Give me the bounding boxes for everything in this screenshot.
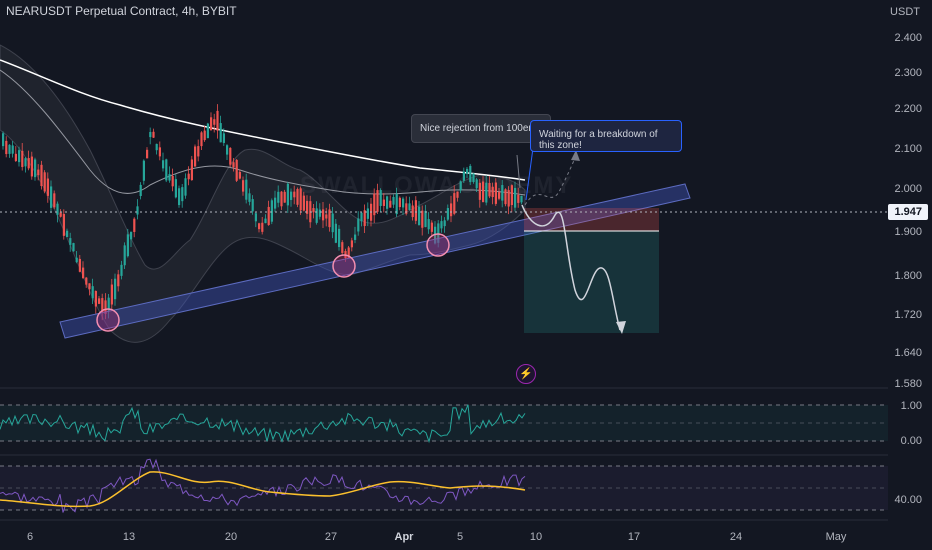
- time-tick: 10: [529, 531, 543, 543]
- price-tick: 2.100: [894, 143, 922, 155]
- rejection-note[interactable]: Nice rejection from 100ema: [411, 114, 552, 143]
- breakdown-note[interactable]: Waiting for a breakdown of this zone!: [530, 120, 682, 152]
- price-tick: 1.720: [894, 309, 922, 321]
- price-tick: 2.300: [894, 67, 922, 79]
- price-tick: 1.640: [894, 347, 922, 359]
- time-tick: 5: [456, 531, 464, 543]
- price-tick: 1.900: [894, 226, 922, 238]
- bollinger-band: [0, 44, 526, 343]
- oscillator-tick: 0.00: [900, 435, 922, 447]
- watermark: SWALLOWACADEMY: [300, 172, 574, 199]
- rsi-line: [0, 458, 526, 513]
- time-tick: 17: [627, 531, 641, 543]
- time-tick: 13: [122, 531, 136, 543]
- time-tick: 6: [26, 531, 34, 543]
- alt-projection-path: [524, 157, 576, 206]
- projection-path: [521, 204, 621, 331]
- touch-marker: [332, 254, 356, 278]
- rsi-tick: 40.00: [894, 494, 922, 506]
- axis-unit: USDT: [890, 6, 920, 18]
- current-price-tag: 1.947: [888, 204, 928, 220]
- touch-marker: [96, 308, 120, 332]
- price-tick: 1.580: [894, 378, 922, 390]
- candlesticks: [2, 104, 523, 321]
- time-tick: Apr: [394, 531, 414, 543]
- oscillator-line: [0, 404, 526, 444]
- price-tick: 1.800: [894, 270, 922, 282]
- price-tick: 2.400: [894, 32, 922, 44]
- touch-marker: [426, 233, 450, 257]
- stop-loss-zone[interactable]: [524, 208, 659, 231]
- time-tick: 27: [324, 531, 338, 543]
- time-tick: 20: [224, 531, 238, 543]
- rsi-ma-line: [0, 471, 526, 508]
- ema-100-line: [0, 59, 526, 181]
- time-tick: May: [825, 531, 847, 543]
- lightning-icon[interactable]: ⚡: [516, 364, 536, 384]
- chart-title: NEARUSDT Perpetual Contract, 4h, BYBIT: [6, 4, 237, 18]
- price-tick: 2.000: [894, 183, 922, 195]
- price-tick: 2.200: [894, 103, 922, 115]
- time-tick: 24: [729, 531, 743, 543]
- oscillator-tick: 1.00: [900, 400, 922, 412]
